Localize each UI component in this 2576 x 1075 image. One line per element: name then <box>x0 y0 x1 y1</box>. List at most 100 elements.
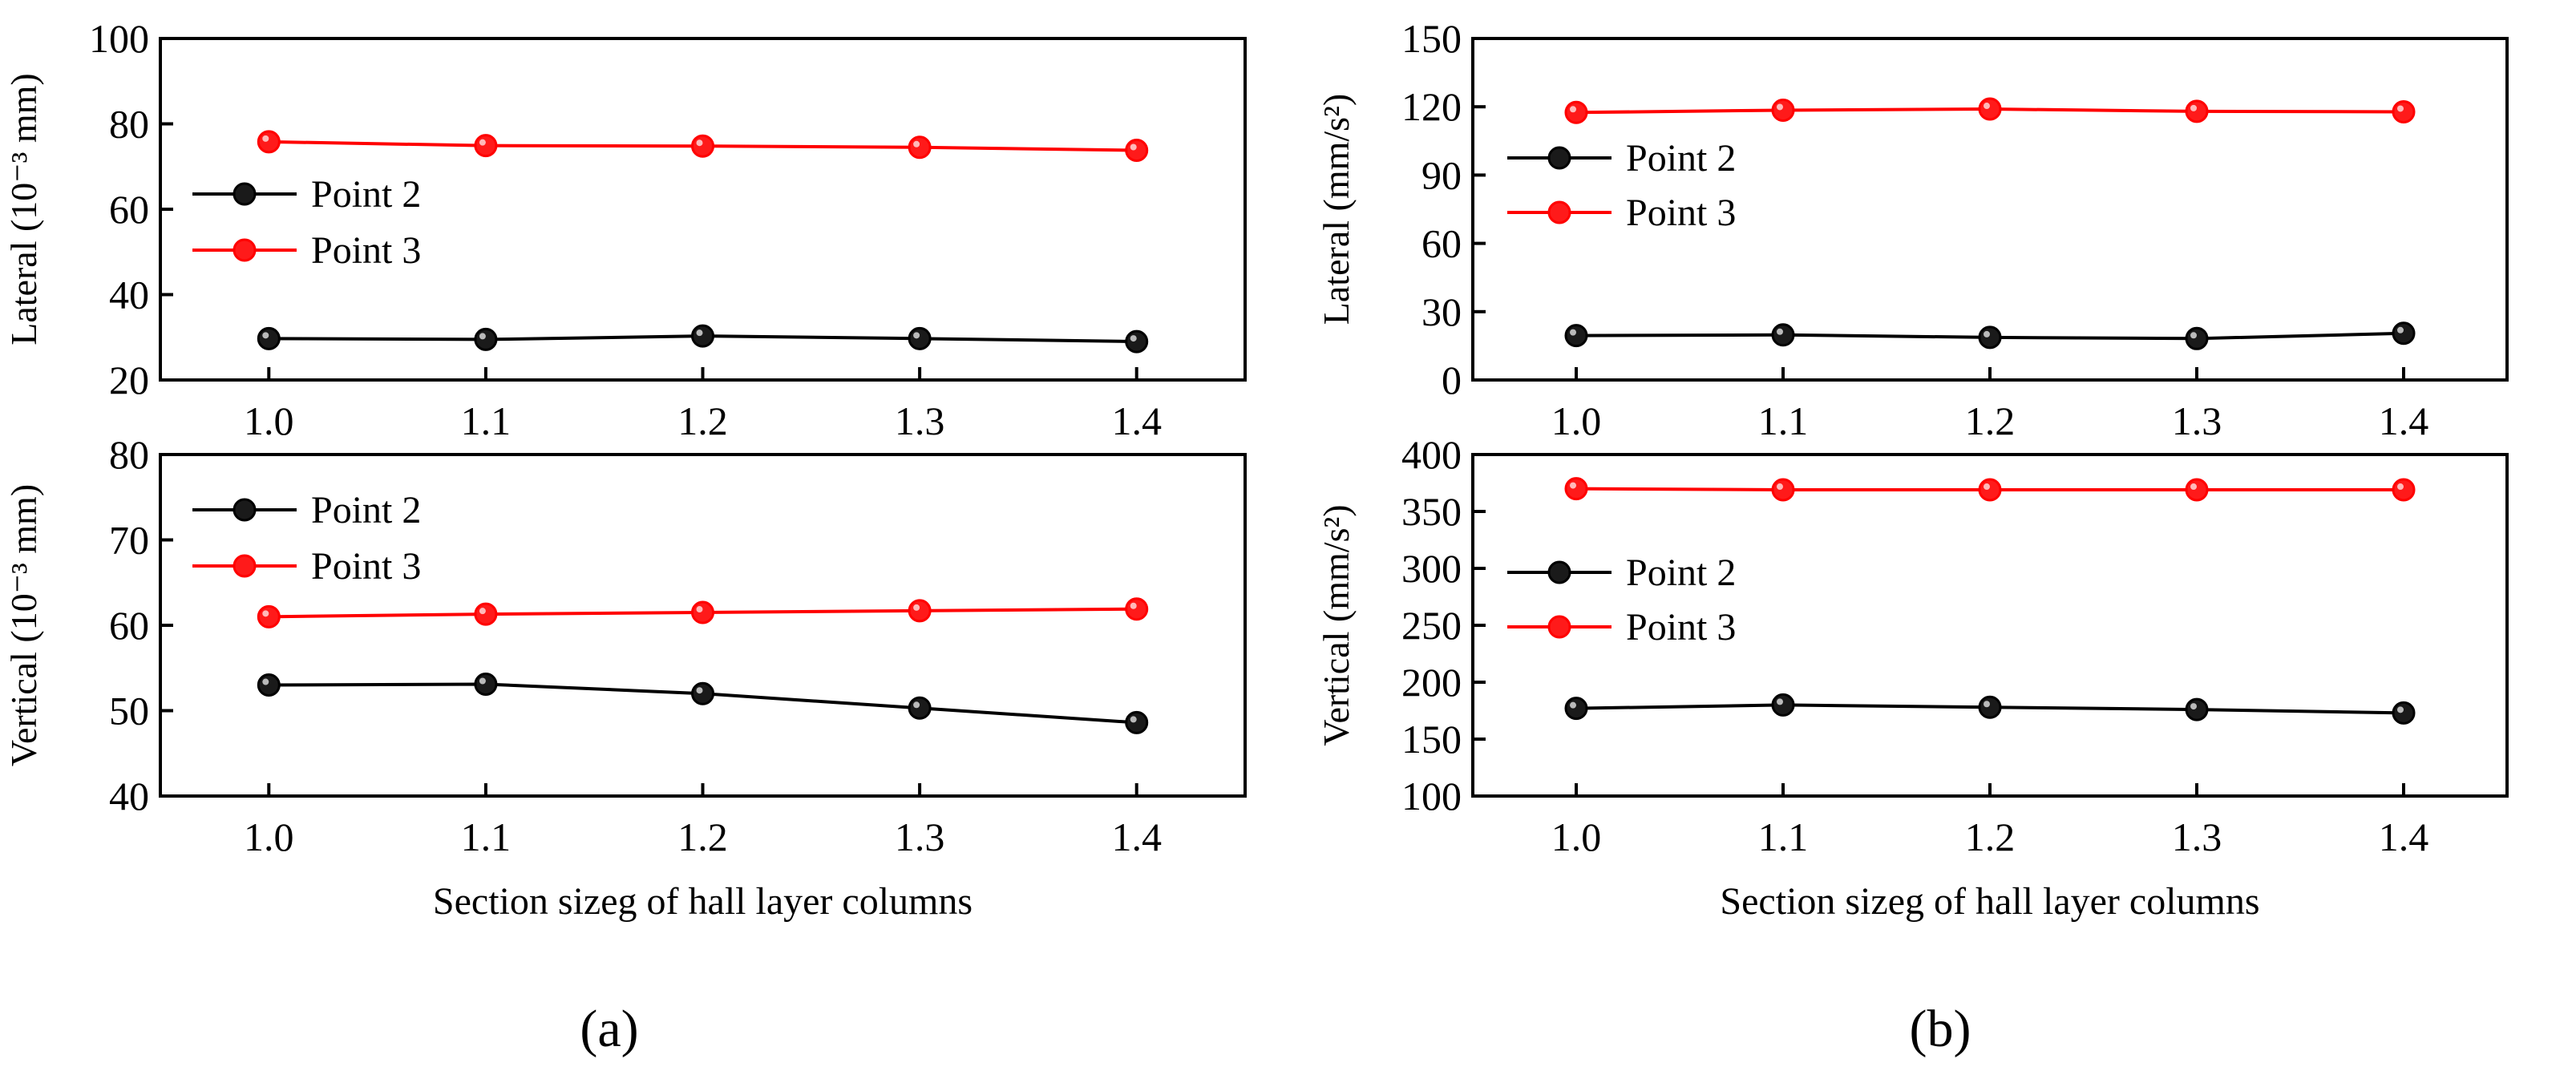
legend-entry: Point 3 <box>192 229 421 272</box>
data-point <box>2392 701 2416 725</box>
y-tick-label: 70 <box>109 518 149 563</box>
y-tick-label: 120 <box>1401 84 1462 129</box>
y-tick-label: 90 <box>1421 152 1462 197</box>
data-point <box>1125 329 1149 354</box>
data-point-highlight <box>1984 483 1990 491</box>
data-point <box>908 696 932 720</box>
data-point-highlight <box>1570 106 1576 113</box>
x-tick-label: 1.0 <box>244 398 294 443</box>
data-point-highlight <box>262 610 269 617</box>
legend-label: Point 3 <box>1626 606 1736 649</box>
legend-entry: Point 3 <box>1507 606 1736 649</box>
data-point <box>1771 478 1795 502</box>
y-tick-label: 80 <box>109 432 149 477</box>
y-tick-label: 80 <box>109 102 149 147</box>
legend-marker <box>233 498 257 522</box>
data-point <box>1771 98 1795 122</box>
legend-marker <box>1547 200 1571 224</box>
data-point-highlight <box>479 677 486 685</box>
data-point <box>474 672 498 696</box>
data-point-highlight <box>2397 326 2404 333</box>
data-point <box>2392 99 2416 123</box>
y-tick-label: 150 <box>1401 717 1462 762</box>
x-tick-label: 1.2 <box>677 398 728 443</box>
y-axis-label: Vertical (mm/s²) <box>1316 504 1357 746</box>
data-point-highlight <box>1984 330 1990 337</box>
y-tick-label: 40 <box>109 273 149 317</box>
data-point <box>1125 710 1149 734</box>
data-point-highlight <box>1777 698 1783 705</box>
data-point-highlight <box>913 701 920 709</box>
data-point-highlight <box>696 139 703 147</box>
data-point <box>474 602 498 626</box>
y-tick-label: 200 <box>1401 660 1462 705</box>
data-point <box>2185 697 2209 721</box>
legend-label: Point 3 <box>311 229 421 272</box>
legend-label: Point 3 <box>1626 192 1736 234</box>
data-point <box>908 599 932 623</box>
data-point-highlight <box>1984 701 1990 708</box>
y-axis-label: Lateral (mm/s²) <box>1316 94 1357 325</box>
y-tick-label: 40 <box>109 774 149 818</box>
x-tick-label: 1.3 <box>2172 814 2222 859</box>
data-point <box>691 134 714 158</box>
y-tick-label: 50 <box>109 689 149 734</box>
y-tick-label: 250 <box>1401 603 1462 648</box>
plot-area: 20 40 60 80 100 1.0 1.1 1.2 1.3 1.4 Lateral (10⁻³ … <box>3 16 2509 923</box>
chart-a-lateral: 20 40 60 80 100 1.0 1.1 1.2 1.3 1.4 Lateral (10⁻³ … <box>3 16 1247 443</box>
legend-marker <box>1547 615 1571 639</box>
data-point <box>257 326 281 350</box>
chart-b-lateral: 0 30 60 90 120 150 1.0 1.1 1.2 1.3 1.4 Lateral (mm/… <box>1316 16 2509 443</box>
legend-entry: Point 3 <box>192 545 421 588</box>
legend-entry: Point 2 <box>192 173 421 216</box>
y-tick-label: 400 <box>1401 432 1462 477</box>
x-tick-label: 1.1 <box>1758 398 1809 443</box>
panel-label-b: (b) <box>1910 1000 1971 1058</box>
y-axis-label: Lateral (10⁻³ mm) <box>3 73 44 346</box>
data-point-highlight <box>1777 103 1783 111</box>
y-tick-label: 150 <box>1401 16 1462 61</box>
x-tick-label: 1.3 <box>2172 398 2222 443</box>
data-point-highlight <box>262 332 269 339</box>
data-point-highlight <box>2190 332 2197 339</box>
y-tick-label: 30 <box>1421 289 1462 334</box>
x-tick-label: 1.4 <box>2379 814 2429 859</box>
legend-marker <box>233 554 257 578</box>
x-tick-label: 1.4 <box>1111 814 1162 859</box>
data-point <box>1771 323 1795 347</box>
x-tick-label: 1.0 <box>1551 398 1602 443</box>
data-point <box>691 681 714 705</box>
data-point-highlight <box>913 140 920 148</box>
x-tick-label: 1.2 <box>1965 814 2016 859</box>
x-tick-label: 1.1 <box>461 814 512 859</box>
chart-a-vertical: 40 50 60 70 80 1.0 1.1 1.2 1.3 1.4 Vertical (10⁻³ … <box>3 432 1247 923</box>
x-tick-label: 1.1 <box>1758 814 1809 859</box>
data-point-highlight <box>1777 483 1783 491</box>
panel-label-a: (a) <box>580 1000 638 1058</box>
x-tick-label: 1.3 <box>895 398 945 443</box>
y-tick-label: 0 <box>1442 358 1462 402</box>
data-point-highlight <box>913 332 920 339</box>
data-point-highlight <box>479 139 486 146</box>
legend-marker <box>1547 146 1571 170</box>
data-point-highlight <box>479 333 486 340</box>
data-point <box>1564 100 1588 124</box>
data-point-highlight <box>2190 104 2197 111</box>
x-tick-label: 1.0 <box>244 814 294 859</box>
data-point <box>257 130 281 154</box>
x-tick-label: 1.3 <box>895 814 945 859</box>
data-point-highlight <box>1984 103 1990 110</box>
y-tick-label: 350 <box>1401 489 1462 534</box>
data-point <box>2392 478 2416 502</box>
legend-entry: Point 2 <box>1507 552 1736 594</box>
data-point <box>1978 478 2002 502</box>
data-point <box>1125 139 1149 163</box>
data-point-highlight <box>1130 602 1137 609</box>
legend-entry: Point 2 <box>192 489 421 531</box>
x-axis-label: Section sizeg of hall layer columns <box>433 880 973 923</box>
data-point-highlight <box>479 608 486 615</box>
data-point <box>1978 695 2002 719</box>
data-point-highlight <box>913 604 920 611</box>
y-tick-label: 60 <box>109 603 149 648</box>
legend-label: Point 2 <box>1626 552 1736 594</box>
